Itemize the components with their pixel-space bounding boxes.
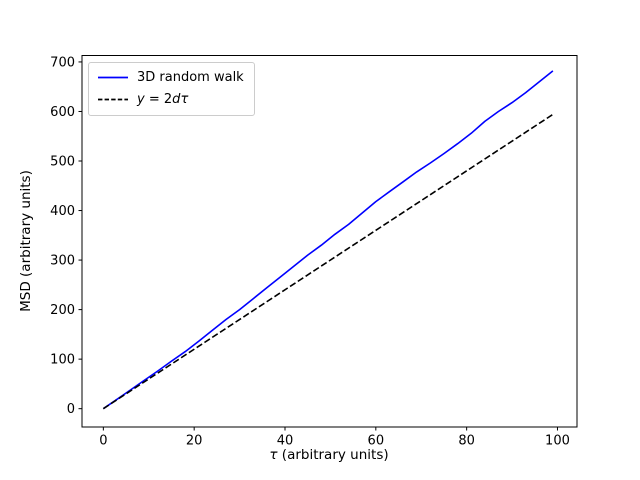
y-tick-label: 100	[50, 353, 75, 368]
x-axis-label: τ (arbitrary units)	[269, 447, 388, 463]
y-tick-label: 500	[50, 155, 75, 170]
x-tick-label: 80	[458, 434, 475, 449]
x-tick-label: 20	[186, 434, 203, 449]
x-tick-label: 0	[99, 434, 107, 449]
series-line-dashed	[102, 113, 554, 410]
series-line-solid	[102, 70, 554, 410]
y-tick-label: 600	[50, 105, 75, 120]
legend-label: y = 2dτ	[137, 92, 189, 107]
y-tick-label: 0	[67, 402, 75, 417]
y-tick-label: 400	[50, 204, 75, 219]
y-axis-label: MSD (arbitrary units)	[18, 170, 34, 312]
x-tick-label: 40	[277, 434, 294, 449]
legend-label: 3D random walk	[137, 70, 244, 85]
legend-line-sample	[98, 76, 128, 79]
legend: 3D random walk y = 2dτ	[88, 62, 255, 116]
legend-line-sample	[98, 98, 128, 101]
legend-item: y = 2dτ	[98, 92, 244, 107]
plot-series	[102, 70, 554, 410]
y-tick-label: 300	[50, 254, 75, 269]
x-tick-label: 100	[545, 434, 570, 449]
plot-border	[81, 55, 578, 428]
y-tick-label: 200	[50, 303, 75, 318]
x-tick-label: 60	[368, 434, 385, 449]
legend-item: 3D random walk	[98, 70, 244, 85]
axis-ticks: 0 20 40 60 80 100 0 100 200 300 400 500 600 700	[50, 55, 570, 448]
y-tick-label: 700	[50, 55, 75, 70]
